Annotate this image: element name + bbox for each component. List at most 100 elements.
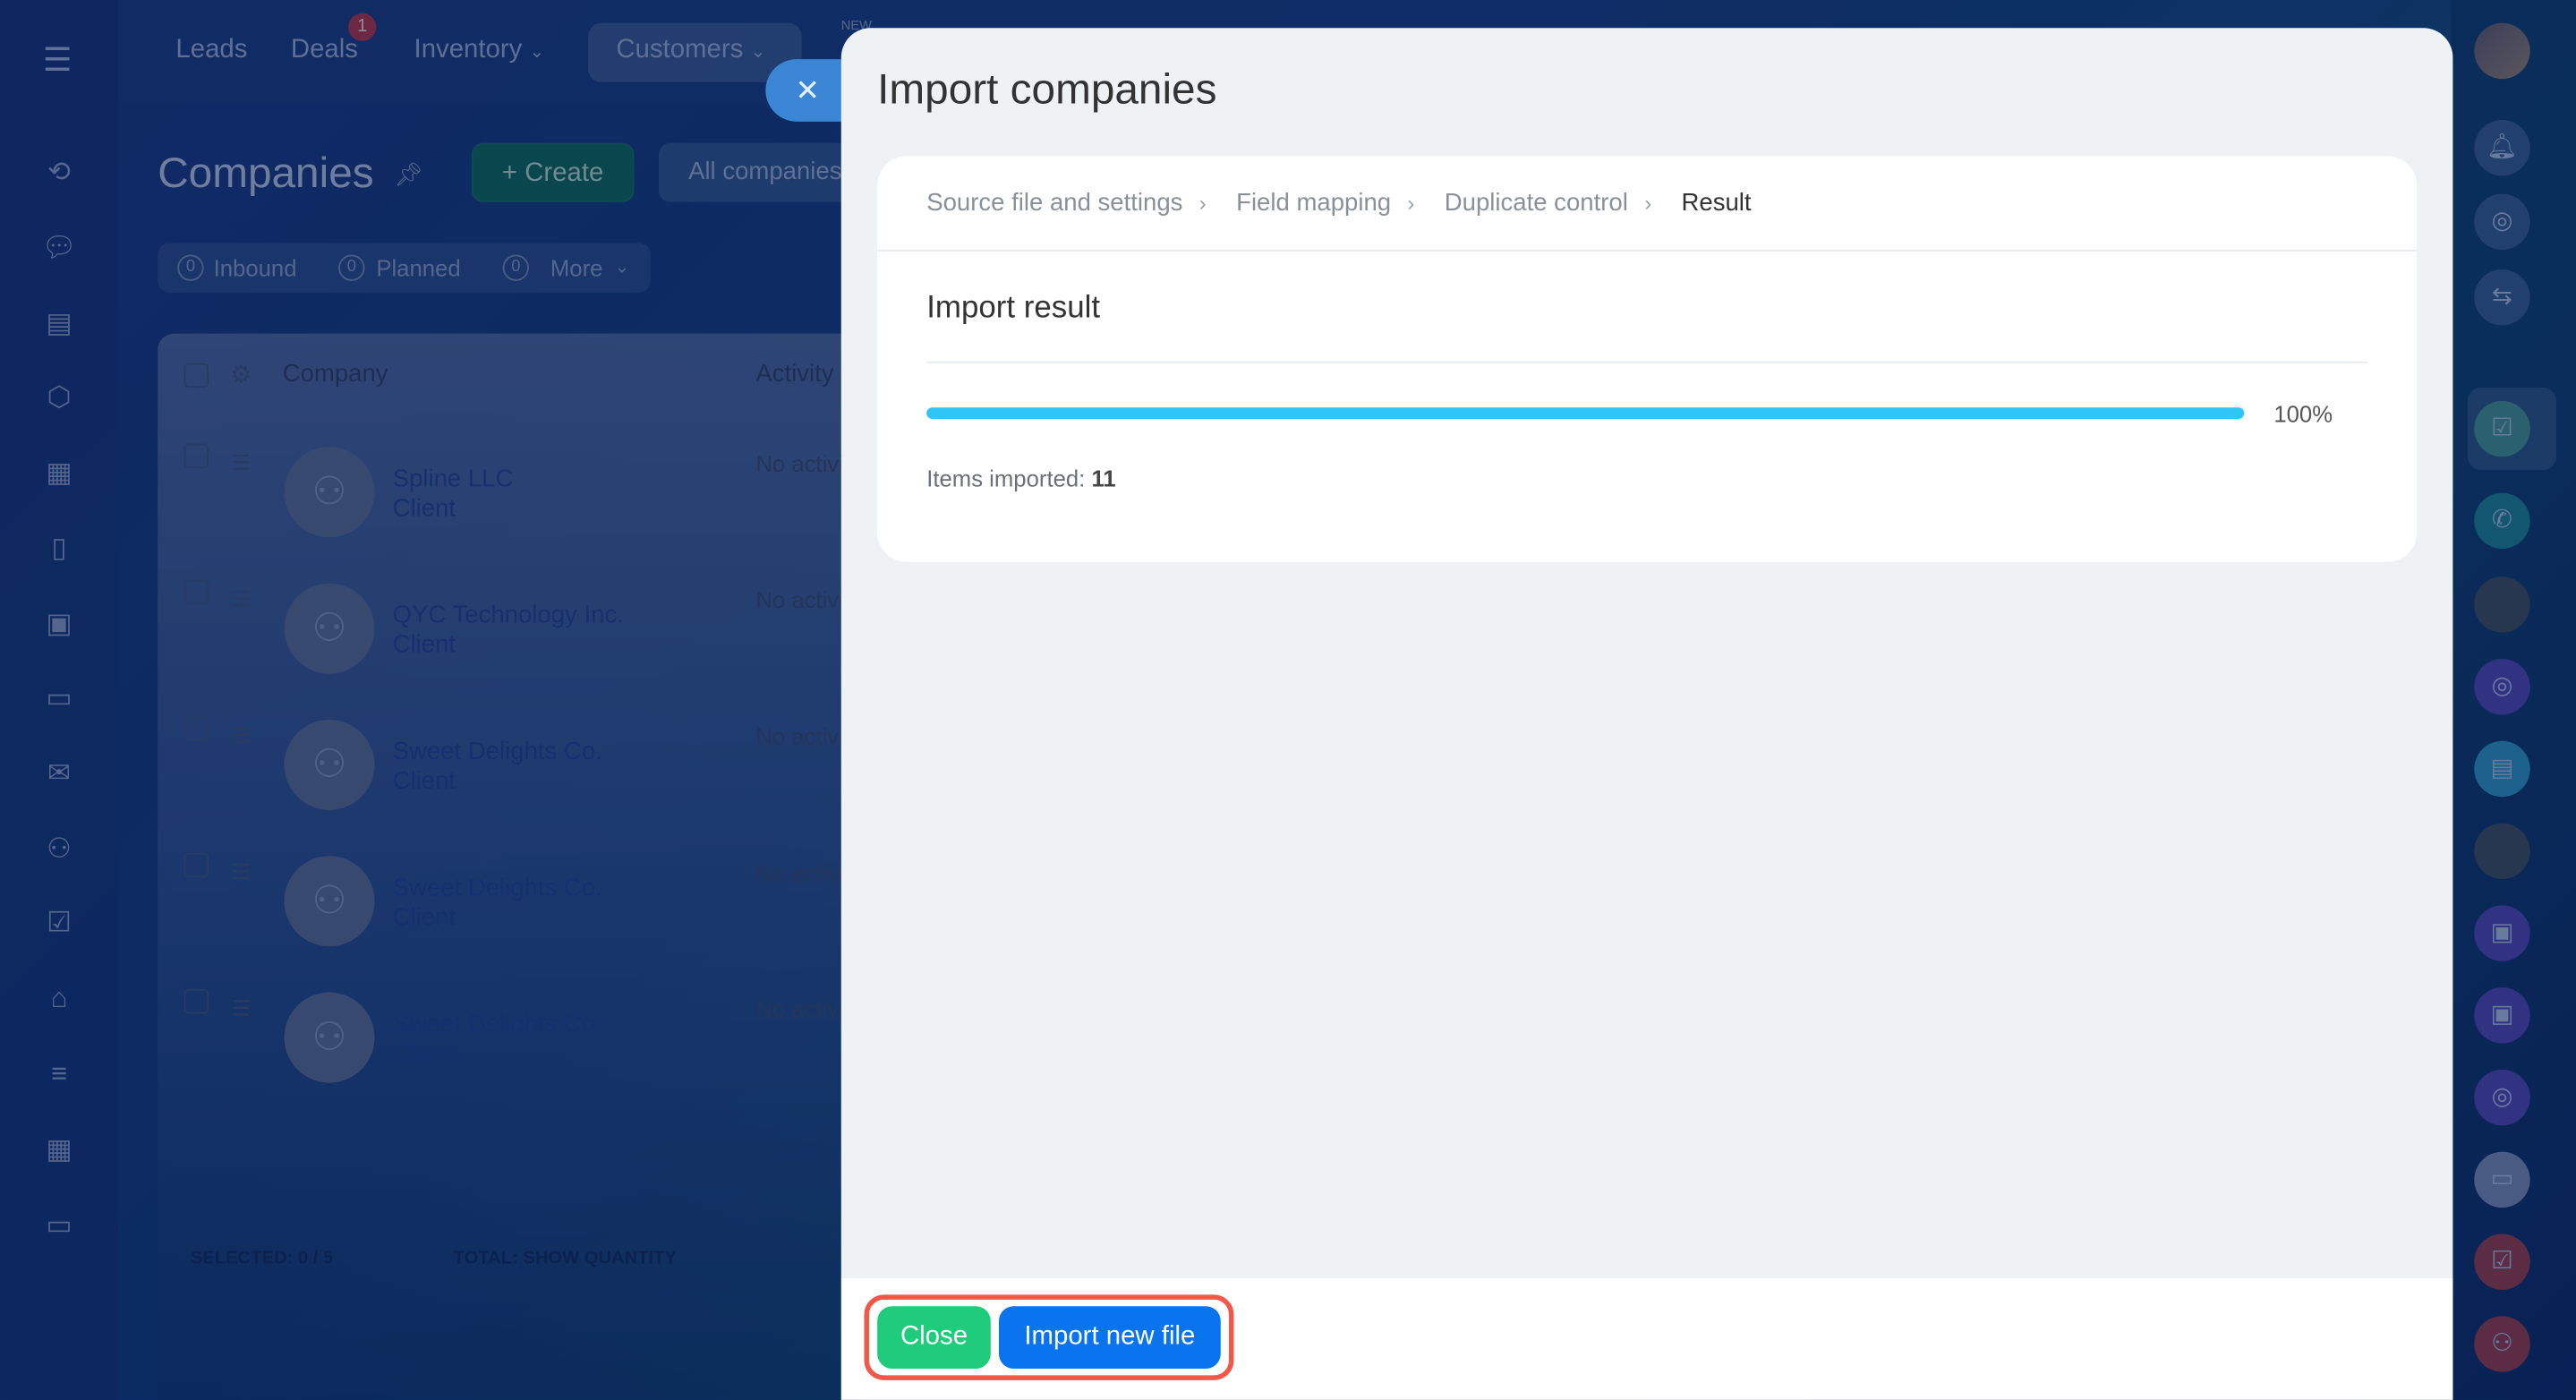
company-avatar: ⚇ — [284, 719, 375, 810]
company-name[interactable]: Sweet Delights Co. — [392, 1010, 602, 1039]
menu-icon[interactable]: ☰ — [42, 42, 73, 80]
counter-inbound-count: 0 — [177, 254, 204, 281]
counter-more-count: 0 — [502, 254, 530, 281]
row-checkbox[interactable] — [183, 716, 209, 741]
hexagon-icon[interactable]: ⬡ — [47, 380, 72, 413]
nav-leads[interactable]: Leads — [175, 36, 248, 64]
chevron-right-icon: › — [1407, 190, 1415, 216]
create-label: Create — [525, 159, 604, 188]
counter-more[interactable]: More — [550, 254, 603, 281]
nav-customers[interactable]: Customers ⌄ — [616, 36, 765, 65]
divider — [877, 249, 2418, 252]
counter-planned-count: 0 — [338, 254, 365, 281]
company-name[interactable]: Sweet Delights Co. — [392, 738, 602, 766]
bell-icon[interactable]: 🔔︎ — [2474, 119, 2530, 176]
step-duplicates: Duplicate control — [1444, 189, 1628, 218]
drag-handle-icon[interactable]: ☰ — [231, 586, 252, 611]
presentation-icon[interactable]: ▣ — [46, 608, 73, 640]
drag-handle-icon[interactable]: ☰ — [231, 449, 252, 475]
close-button[interactable]: Close — [877, 1306, 991, 1369]
copilot-icon[interactable]: ◎ — [2474, 193, 2530, 250]
task-icon[interactable]: ☑ — [2474, 1234, 2530, 1290]
table-row[interactable]: ☰ ⚇ QYC Technology Inc. Client No activi… — [158, 557, 880, 693]
store-icon[interactable]: ▭ — [46, 1208, 73, 1241]
total-count[interactable]: TOTAL: SHOW QUANTITY — [453, 1248, 677, 1269]
header-activity[interactable]: Activity — [755, 359, 834, 388]
highlight-outline — [864, 1294, 1234, 1380]
items-imported: Items imported: 11 — [926, 465, 1115, 491]
filter-icon[interactable]: ≡ — [50, 1058, 68, 1089]
company-avatar: ⚇ — [284, 583, 375, 674]
selected-count: SELECTED: 0 / 5 — [190, 1248, 334, 1269]
import-panel: Import companies Source file and setting… — [840, 28, 2453, 1400]
contact-icon[interactable]: ▣ — [2474, 987, 2530, 1044]
panel-title: Import companies — [877, 64, 1217, 114]
header-company[interactable]: Company — [282, 359, 388, 388]
nav-inventory[interactable]: Inventory ⌄ — [414, 36, 545, 65]
counter-inbound[interactable]: Inbound — [213, 254, 297, 281]
phone-icon[interactable]: ✆ — [2474, 492, 2530, 550]
users-icon[interactable]: ⚇ — [47, 832, 73, 865]
nav-customers-label: Customers — [616, 36, 744, 64]
avatar[interactable] — [2474, 576, 2530, 633]
companies-table: ⚙ Company Activity ☰ ⚇ Spline LLC Client… — [158, 333, 880, 1400]
company-name[interactable]: Sweet Delights Co. — [392, 874, 602, 902]
copilot-icon[interactable]: ◎ — [2474, 1069, 2530, 1126]
feed-icon[interactable]: ▤ — [46, 307, 73, 339]
table-row[interactable]: ☰ ⚇ Sweet Delights Co. Client No activit… — [158, 966, 880, 1102]
messages-icon[interactable]: ▤ — [2474, 740, 2530, 798]
table-row[interactable]: ☰ ⚇ Sweet Delights Co. Client No activit… — [158, 694, 880, 830]
result-title: Import result — [926, 290, 1101, 326]
company-type: Client — [392, 903, 456, 932]
progress-fill — [926, 407, 2245, 420]
chevron-down-icon: ⌄ — [529, 42, 545, 63]
user-avatar[interactable] — [2474, 22, 2530, 80]
row-checkbox[interactable] — [183, 443, 209, 469]
copilot-icon[interactable]: ◎ — [2474, 659, 2530, 715]
row-checkbox[interactable] — [183, 852, 209, 878]
step-mapping: Field mapping — [1236, 189, 1392, 218]
document-icon[interactable]: ▯ — [51, 532, 67, 564]
calendar-icon[interactable]: ▦ — [46, 457, 73, 489]
table-row[interactable]: ☰ ⚇ Sweet Delights Co. Client No activit… — [158, 830, 880, 966]
drag-handle-icon[interactable]: ☰ — [231, 858, 252, 884]
company-avatar: ⚇ — [284, 992, 375, 1083]
nav-inventory-label: Inventory — [414, 36, 523, 64]
create-button[interactable]: + Create — [471, 142, 635, 202]
gear-icon[interactable]: ⚙ — [229, 361, 252, 390]
panel-footer: Close Import new file — [840, 1278, 2453, 1400]
chat-transfer-icon[interactable]: ⇆ — [2474, 269, 2530, 326]
robot-icon[interactable]: ⌂ — [50, 982, 68, 1014]
mail-icon[interactable]: ✉ — [47, 757, 72, 790]
group-icon[interactable]: ⚇ — [2474, 1316, 2530, 1372]
chevron-right-icon: › — [1644, 190, 1652, 216]
company-type: Client — [392, 1039, 456, 1069]
drive-icon[interactable]: ▭ — [46, 681, 73, 713]
drag-handle-icon[interactable]: ☰ — [231, 722, 252, 748]
pin-icon[interactable]: 📌︎ — [394, 160, 424, 188]
step-source: Source file and settings — [926, 189, 1183, 218]
row-checkbox[interactable] — [183, 988, 209, 1014]
grid-icon[interactable]: ▦ — [46, 1133, 73, 1165]
crm-icon[interactable]: ⟲ — [47, 156, 72, 188]
company-name[interactable]: Spline LLC — [392, 465, 514, 493]
left-sidebar: ☰ ⟲ 💬︎ ▤ ⬡ ▦ ▯ ▣ ▭ ✉ ⚇ ☑ ⌂ ≡ ▦ ▭ — [0, 0, 119, 1400]
contact-icon[interactable]: ▣ — [2474, 905, 2530, 961]
plus-icon: + — [501, 159, 518, 188]
drag-handle-icon[interactable]: ☰ — [231, 995, 252, 1020]
import-new-file-button[interactable]: Import new file — [998, 1306, 1221, 1369]
task-icon[interactable]: ☑ — [2474, 400, 2530, 457]
select-all-checkbox[interactable] — [183, 363, 209, 388]
nav-deals[interactable]: Deals — [290, 36, 358, 64]
company-name[interactable]: QYC Technology Inc. — [392, 601, 624, 629]
card-icon[interactable]: ▭ — [2474, 1151, 2530, 1208]
avatar[interactable] — [2474, 823, 2530, 879]
tasks-icon[interactable]: ☑ — [47, 907, 73, 939]
row-checkbox[interactable] — [183, 579, 209, 605]
deals-badge: 1 — [348, 13, 377, 41]
chat-icon[interactable]: 💬︎ — [41, 231, 77, 263]
counter-planned[interactable]: Planned — [376, 254, 461, 281]
breadcrumb: Source file and settings › Field mapping ›… — [926, 189, 1768, 217]
table-row[interactable]: ☰ ⚇ Spline LLC Client No activities — [158, 421, 880, 557]
